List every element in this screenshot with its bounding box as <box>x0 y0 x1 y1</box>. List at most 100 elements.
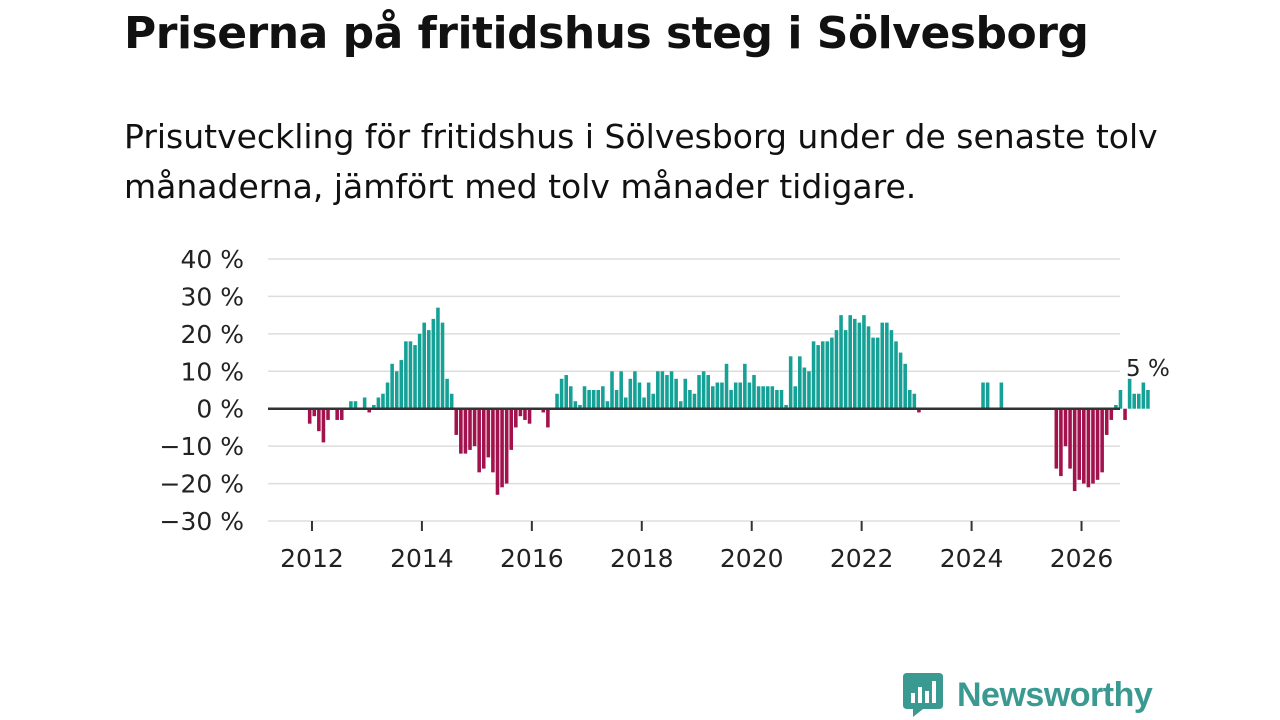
bar <box>582 386 587 409</box>
y-tick-label: 20 % <box>180 320 244 349</box>
x-tick-labels: 2012 2014 2016 2018 2020 2022 2024 2026 <box>280 544 1113 573</box>
y-tick-label: 30 % <box>180 282 244 311</box>
bar <box>468 408 472 450</box>
bar <box>523 408 527 420</box>
bar <box>830 337 834 409</box>
bar <box>1118 390 1123 409</box>
bar <box>504 408 509 484</box>
bar <box>1077 408 1082 480</box>
bar <box>885 322 889 409</box>
y-tick-label: −10 % <box>160 432 244 461</box>
bar <box>399 360 404 409</box>
bar <box>646 382 651 409</box>
bar <box>1054 408 1059 469</box>
bar <box>765 386 770 409</box>
bar <box>674 378 678 409</box>
bar <box>546 408 550 428</box>
bar <box>610 371 614 409</box>
y-tick-label: 10 % <box>180 357 244 386</box>
bar <box>555 393 559 409</box>
bar <box>578 404 582 409</box>
bar <box>848 315 852 409</box>
bar <box>669 371 674 409</box>
bar <box>541 408 546 413</box>
bar <box>573 401 578 409</box>
bar <box>788 356 793 409</box>
bar <box>1082 408 1086 484</box>
bar <box>779 390 784 409</box>
y-tick-labels: 40 % 30 % 20 % 10 % 0 % −10 % −20 % −30 % <box>160 245 244 536</box>
bar <box>372 404 376 409</box>
bar <box>564 375 568 409</box>
bar <box>880 322 885 409</box>
bar <box>362 397 367 409</box>
bar <box>999 382 1004 409</box>
bar <box>1095 408 1100 480</box>
bar <box>587 390 591 409</box>
bar <box>491 408 495 473</box>
bar <box>637 382 642 409</box>
bar <box>614 390 619 409</box>
bar <box>981 382 985 409</box>
bar <box>454 408 459 435</box>
last-value-annotation: 5 % <box>1126 356 1170 382</box>
bar <box>793 386 798 409</box>
bar <box>825 341 830 409</box>
bar <box>417 333 422 409</box>
bar <box>862 315 866 409</box>
bar <box>775 390 779 409</box>
bar <box>500 408 504 488</box>
bar <box>912 393 917 409</box>
bar <box>798 356 802 409</box>
bar <box>376 397 381 409</box>
bar <box>413 345 417 409</box>
x-tick-label: 2024 <box>940 544 1004 573</box>
bar <box>1114 404 1118 409</box>
bar <box>326 408 330 420</box>
bar <box>917 408 921 413</box>
bar <box>1063 408 1068 447</box>
bar <box>701 371 706 409</box>
bars <box>307 307 1150 495</box>
bar <box>601 386 605 409</box>
y-tick-label: 0 % <box>196 395 244 424</box>
bar <box>440 322 445 409</box>
y-tick-label: −20 % <box>160 470 244 499</box>
bar <box>390 363 394 409</box>
bar <box>459 408 463 454</box>
bar <box>784 404 788 409</box>
bar <box>514 408 518 428</box>
bar <box>697 375 701 409</box>
bar <box>720 382 724 409</box>
gridlines <box>268 258 1120 522</box>
bar <box>642 397 646 409</box>
bar <box>889 330 894 409</box>
bar <box>463 408 468 454</box>
x-tick-label: 2012 <box>280 544 344 573</box>
bar <box>1091 408 1095 484</box>
bar <box>710 386 715 409</box>
bar <box>1136 393 1141 409</box>
bar <box>404 341 408 409</box>
bar <box>770 386 775 409</box>
bar <box>894 341 898 409</box>
y-tick-label: 40 % <box>180 245 244 274</box>
x-tick-label: 2022 <box>830 544 894 573</box>
bar <box>898 352 903 409</box>
bar <box>729 390 733 409</box>
bar <box>903 363 907 409</box>
bar <box>852 318 857 409</box>
bar <box>733 382 738 409</box>
bar <box>834 330 839 409</box>
bar <box>651 393 656 409</box>
bar <box>1123 408 1127 420</box>
bar <box>843 330 848 409</box>
bar <box>656 371 660 409</box>
x-tick-label: 2016 <box>500 544 564 573</box>
bar <box>985 382 990 409</box>
axes <box>268 407 1120 531</box>
bar <box>816 345 820 409</box>
bar <box>381 393 385 409</box>
chart-title: Priserna på fritidshus steg i Sölvesborg <box>124 8 1089 59</box>
bar <box>1072 408 1077 492</box>
